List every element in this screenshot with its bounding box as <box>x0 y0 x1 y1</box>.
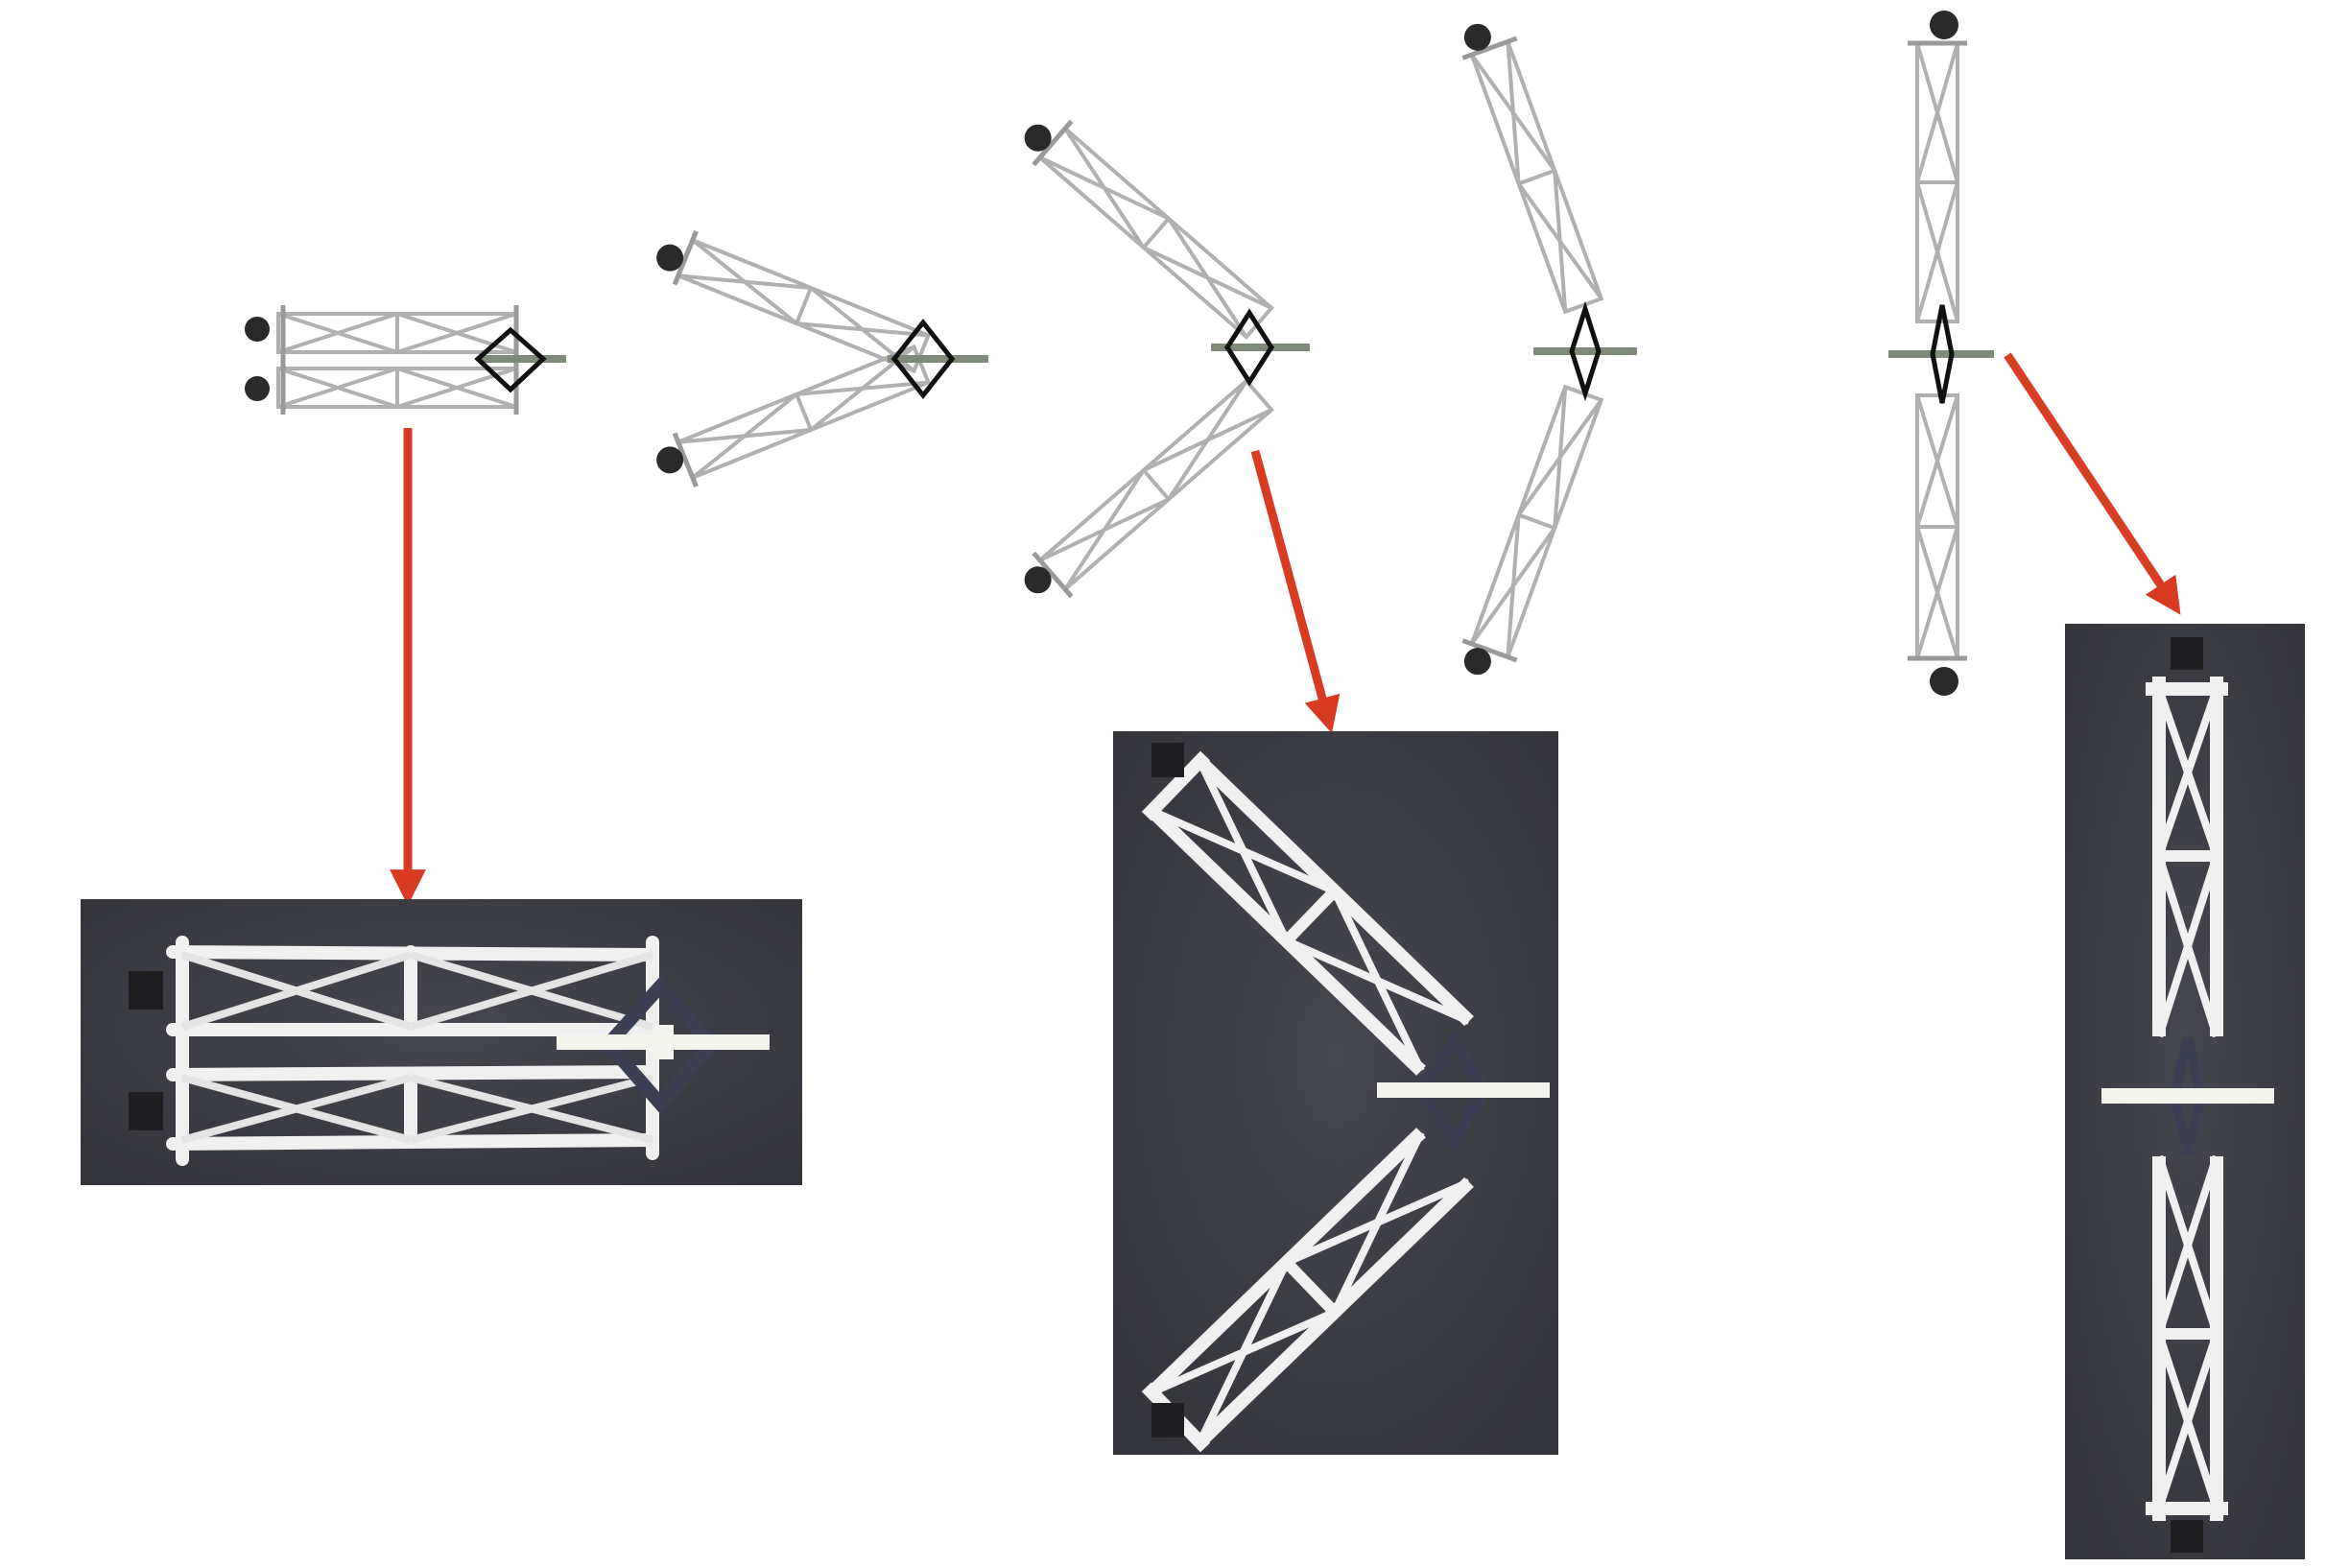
wheel-icon <box>245 376 270 401</box>
wheel-icon <box>1024 124 1052 152</box>
stage-2-folding-truss <box>656 229 988 488</box>
arrow-down-icon <box>2004 352 2181 615</box>
truss-arm-lower <box>1024 378 1274 599</box>
wheel-icon <box>1463 648 1491 676</box>
truss-arm-upper <box>276 312 518 354</box>
truss-arm-lower <box>656 344 932 488</box>
photo-linkage <box>599 976 722 1114</box>
servo-motor <box>1151 743 1184 777</box>
truss-arm-lower <box>276 367 518 409</box>
servo-motor <box>129 1092 163 1130</box>
wheel-icon <box>1024 566 1052 594</box>
hub-rhombus <box>474 326 547 393</box>
servo-motor <box>2171 1520 2203 1553</box>
hub-rhombus <box>890 318 956 400</box>
arrow-down-icon <box>1250 449 1341 734</box>
photo-deployed-prototype <box>2065 624 2305 1559</box>
photo-partial-prototype <box>1113 731 1558 1455</box>
wheel-icon <box>245 317 270 342</box>
stage-5-deployed-truss <box>1888 11 1994 696</box>
wheel-icon <box>656 244 684 272</box>
photo-folded-prototype <box>81 899 802 1185</box>
photo-linkage <box>1414 1030 1493 1152</box>
truss-arm-upper <box>1908 40 1967 323</box>
truss-arm-lower <box>1908 393 1967 661</box>
photo-truss-upper <box>1141 750 1474 1076</box>
servo-motor <box>2171 637 2203 670</box>
truss-arm-upper <box>1024 119 1274 340</box>
photo-truss-upper <box>2146 677 2228 1038</box>
servo-motor <box>129 971 163 1010</box>
stage-1-folded-truss <box>245 305 566 415</box>
photo-truss-lower <box>2146 1154 2228 1521</box>
photo-truss-lower <box>1141 1128 1474 1453</box>
hub-rhombus <box>1569 300 1602 402</box>
photo-linkage <box>2169 1036 2207 1155</box>
wheel-icon <box>1930 11 1958 39</box>
wheel-icon <box>1463 23 1491 51</box>
servo-motor <box>1151 1403 1184 1437</box>
hub-rhombus <box>1224 308 1274 387</box>
stage-3-folding-truss <box>1024 119 1310 599</box>
truss-arm-upper <box>1461 23 1604 315</box>
truss-arm-lower <box>1461 384 1604 676</box>
wheel-icon <box>656 446 684 474</box>
wheel-icon <box>1930 667 1958 696</box>
stage-4-folding-truss <box>1461 23 1637 676</box>
hub-rhombus <box>1930 304 1955 404</box>
